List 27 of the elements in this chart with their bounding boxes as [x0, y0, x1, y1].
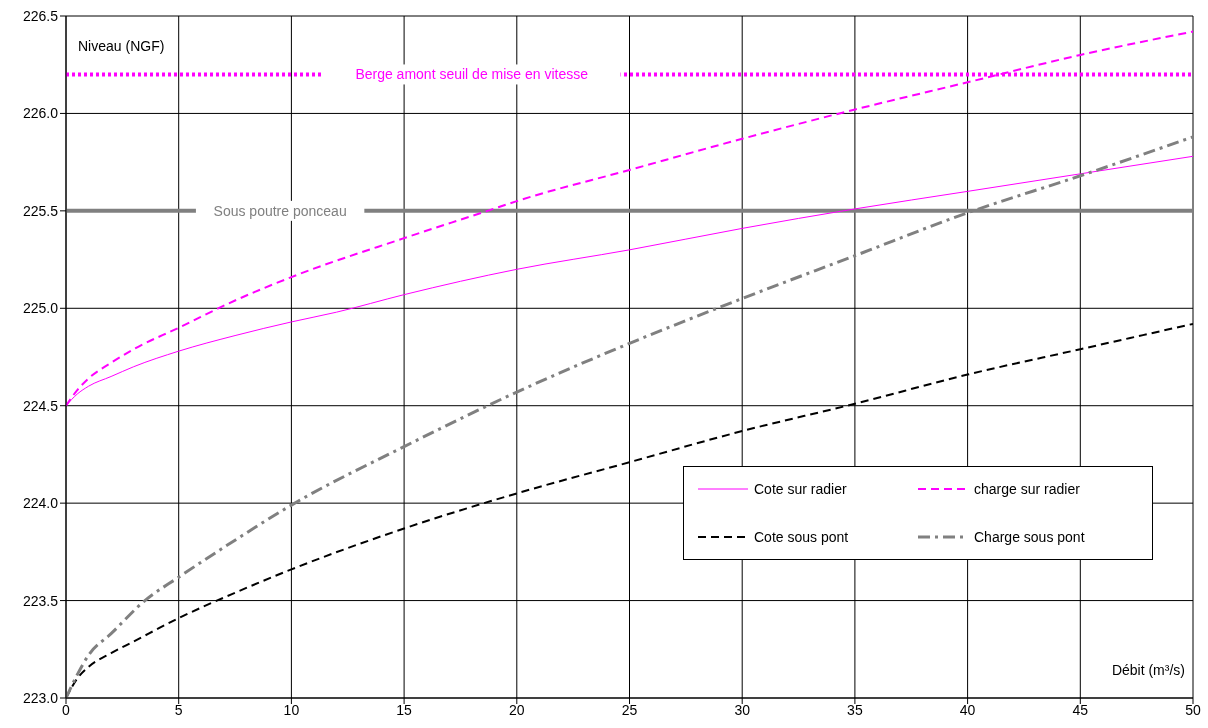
y-tick-label: 223.5 [22, 592, 59, 609]
ref-line-label: Sous poutre ponceau [213, 202, 347, 219]
y-tick-label: 226.0 [22, 105, 59, 122]
x-tick-label: 35 [847, 702, 863, 718]
x-tick-label: 45 [1072, 702, 1089, 718]
y-tick-label: 225.0 [22, 300, 59, 317]
x-tick-label: 40 [959, 702, 976, 718]
y-tick-label: 226.5 [22, 7, 59, 24]
y-axis-title: Niveau (NGF) [78, 38, 165, 54]
y-tick-label: 225.5 [22, 202, 59, 219]
x-tick-label: 10 [283, 702, 300, 718]
legend-label: Cote sous pont [754, 529, 849, 546]
x-tick-label: 5 [174, 702, 183, 718]
x-tick-label: 15 [396, 702, 412, 718]
x-tick-label: 0 [62, 702, 70, 718]
legend-label: charge sur radier [974, 481, 1080, 498]
x-tick-label: 20 [509, 702, 525, 718]
y-tick-label: 224.5 [22, 397, 59, 414]
x-tick-label: 50 [1185, 702, 1201, 718]
x-tick-label: 25 [621, 702, 638, 718]
legend-label: Charge sous pont [974, 529, 1085, 546]
y-tick-label: 224.0 [22, 495, 59, 512]
y-tick-label: 223.0 [22, 689, 59, 706]
x-axis-title: Débit (m³/s) [1111, 662, 1185, 678]
x-tick-label: 30 [734, 702, 750, 718]
ref-line-label: Berge amont seuil de mise en vitesse [355, 66, 589, 83]
legend-label: Cote sur radier [754, 481, 847, 498]
